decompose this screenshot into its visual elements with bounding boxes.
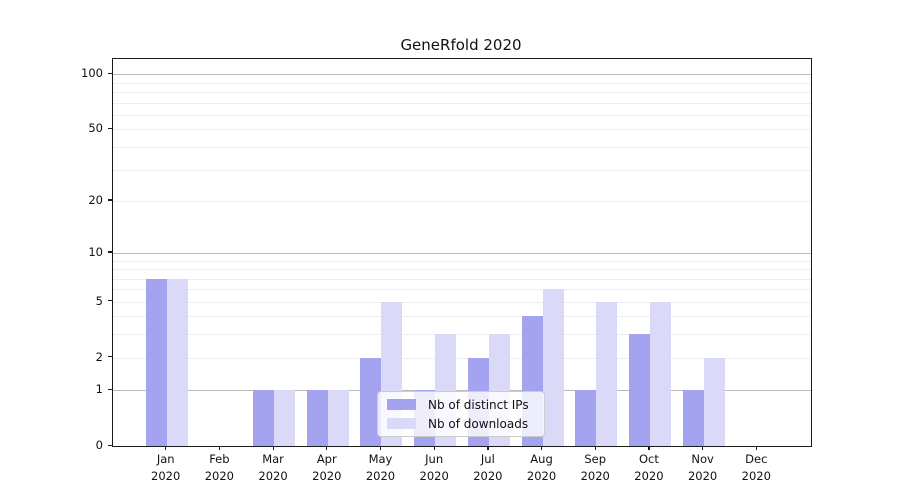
legend-item-downloads: Nb of downloads [387,417,544,431]
x-tick-mar [272,446,274,450]
x-tick-label-dec: Dec 2020 [741,452,771,483]
y-tick-label-2: 2 [95,349,103,364]
x-tick-label-sep: Sep 2020 [580,452,610,483]
gridline-minor-30 [113,169,811,171]
bar-distinct-ips-mar [253,390,275,446]
gridline-minor-7 [113,278,811,280]
x-tick-may [379,446,382,450]
y-tick-10 [108,251,112,253]
y-tick-1 [108,388,112,390]
x-tick-label-jan: Jan 2020 [151,452,181,483]
gridline-major-100 [113,74,811,76]
legend-item-distinct-ips: Nb of distinct IPs [387,398,544,412]
x-tick-apr [326,446,328,450]
gridline-minor-8 [113,269,811,271]
x-tick-label-oct: Oct 2020 [634,452,664,483]
legend-label-downloads: Nb of downloads [428,416,529,431]
bar-downloads-oct [649,301,671,446]
y-tick-5 [108,300,112,302]
bar-distinct-ips-nov [682,390,704,446]
y-tick-0 [108,444,112,446]
x-tick-label-nov: Nov 2020 [687,452,718,483]
bar-distinct-ips-apr [306,390,328,446]
x-tick-label-aug: Aug 2020 [526,452,557,483]
bar-distinct-ips-jan [145,278,167,446]
bar-downloads-mar [274,390,296,446]
bar-downloads-sep [596,301,618,446]
x-tick-label-jul: Jul 2020 [473,452,503,483]
y-tick-label-10: 10 [88,244,103,259]
gridline-minor-20 [113,200,811,202]
gridline-minor-2 [113,357,811,359]
y-tick-label-20: 20 [88,192,103,207]
gridline-minor-50 [113,129,811,131]
y-tick-label-5: 5 [95,293,103,308]
bar-distinct-ips-may [360,357,382,446]
gridline-major-1 [113,390,811,392]
bar-distinct-ips-sep [575,390,597,446]
x-tick-label-apr: Apr 2020 [312,452,342,483]
legend-swatch-distinct-ips [387,399,416,410]
bar-downloads-apr [327,390,349,446]
y-tick-50 [108,127,112,130]
x-tick-jul [487,446,489,450]
x-tick-jan [165,446,167,450]
bar-downloads-jan [166,278,188,446]
x-tick-aug [541,446,543,450]
gridline-minor-40 [113,147,811,149]
y-tick-label-100: 100 [81,66,103,81]
y-tick-label-0: 0 [95,438,103,452]
gridline-minor-5 [113,301,811,303]
y-tick-100 [108,72,112,75]
x-tick-dec [755,446,757,450]
x-tick-jun [433,446,435,450]
gridline-minor-70 [113,102,811,104]
bar-downloads-aug [542,289,564,446]
chart-title: GeneRfold 2020 [400,36,522,54]
gridline-minor-80 [113,92,811,94]
x-tick-nov [702,446,704,450]
plot-area: Nb of distinct IPs Nb of downloads [112,58,812,447]
gridline-minor-60 [113,115,811,117]
x-tick-label-jun: Jun 2020 [419,452,449,483]
gridline-minor-3 [113,334,811,336]
y-tick-label-50: 50 [88,121,103,136]
x-tick-oct [648,446,650,450]
gridline-major-10 [113,252,811,254]
y-tick-2 [108,356,112,358]
x-tick-sep [594,446,596,450]
x-tick-feb [218,446,221,450]
x-tick-label-feb: Feb 2020 [204,452,235,483]
x-tick-label-may: May 2020 [365,452,396,483]
legend: Nb of distinct IPs Nb of downloads [377,391,545,437]
legend-swatch-downloads [387,418,416,429]
gridline-minor-6 [113,289,811,291]
y-tick-20 [108,199,112,201]
bar-distinct-ips-oct [628,334,650,446]
bar-downloads-nov [703,357,725,446]
x-tick-label-mar: Mar 2020 [258,452,288,483]
gridline-minor-4 [113,316,811,318]
legend-label-distinct-ips: Nb of distinct IPs [428,397,529,412]
y-tick-label-1: 1 [95,382,103,397]
gridline-minor-90 [113,82,811,84]
gridline-minor-9 [113,260,811,262]
